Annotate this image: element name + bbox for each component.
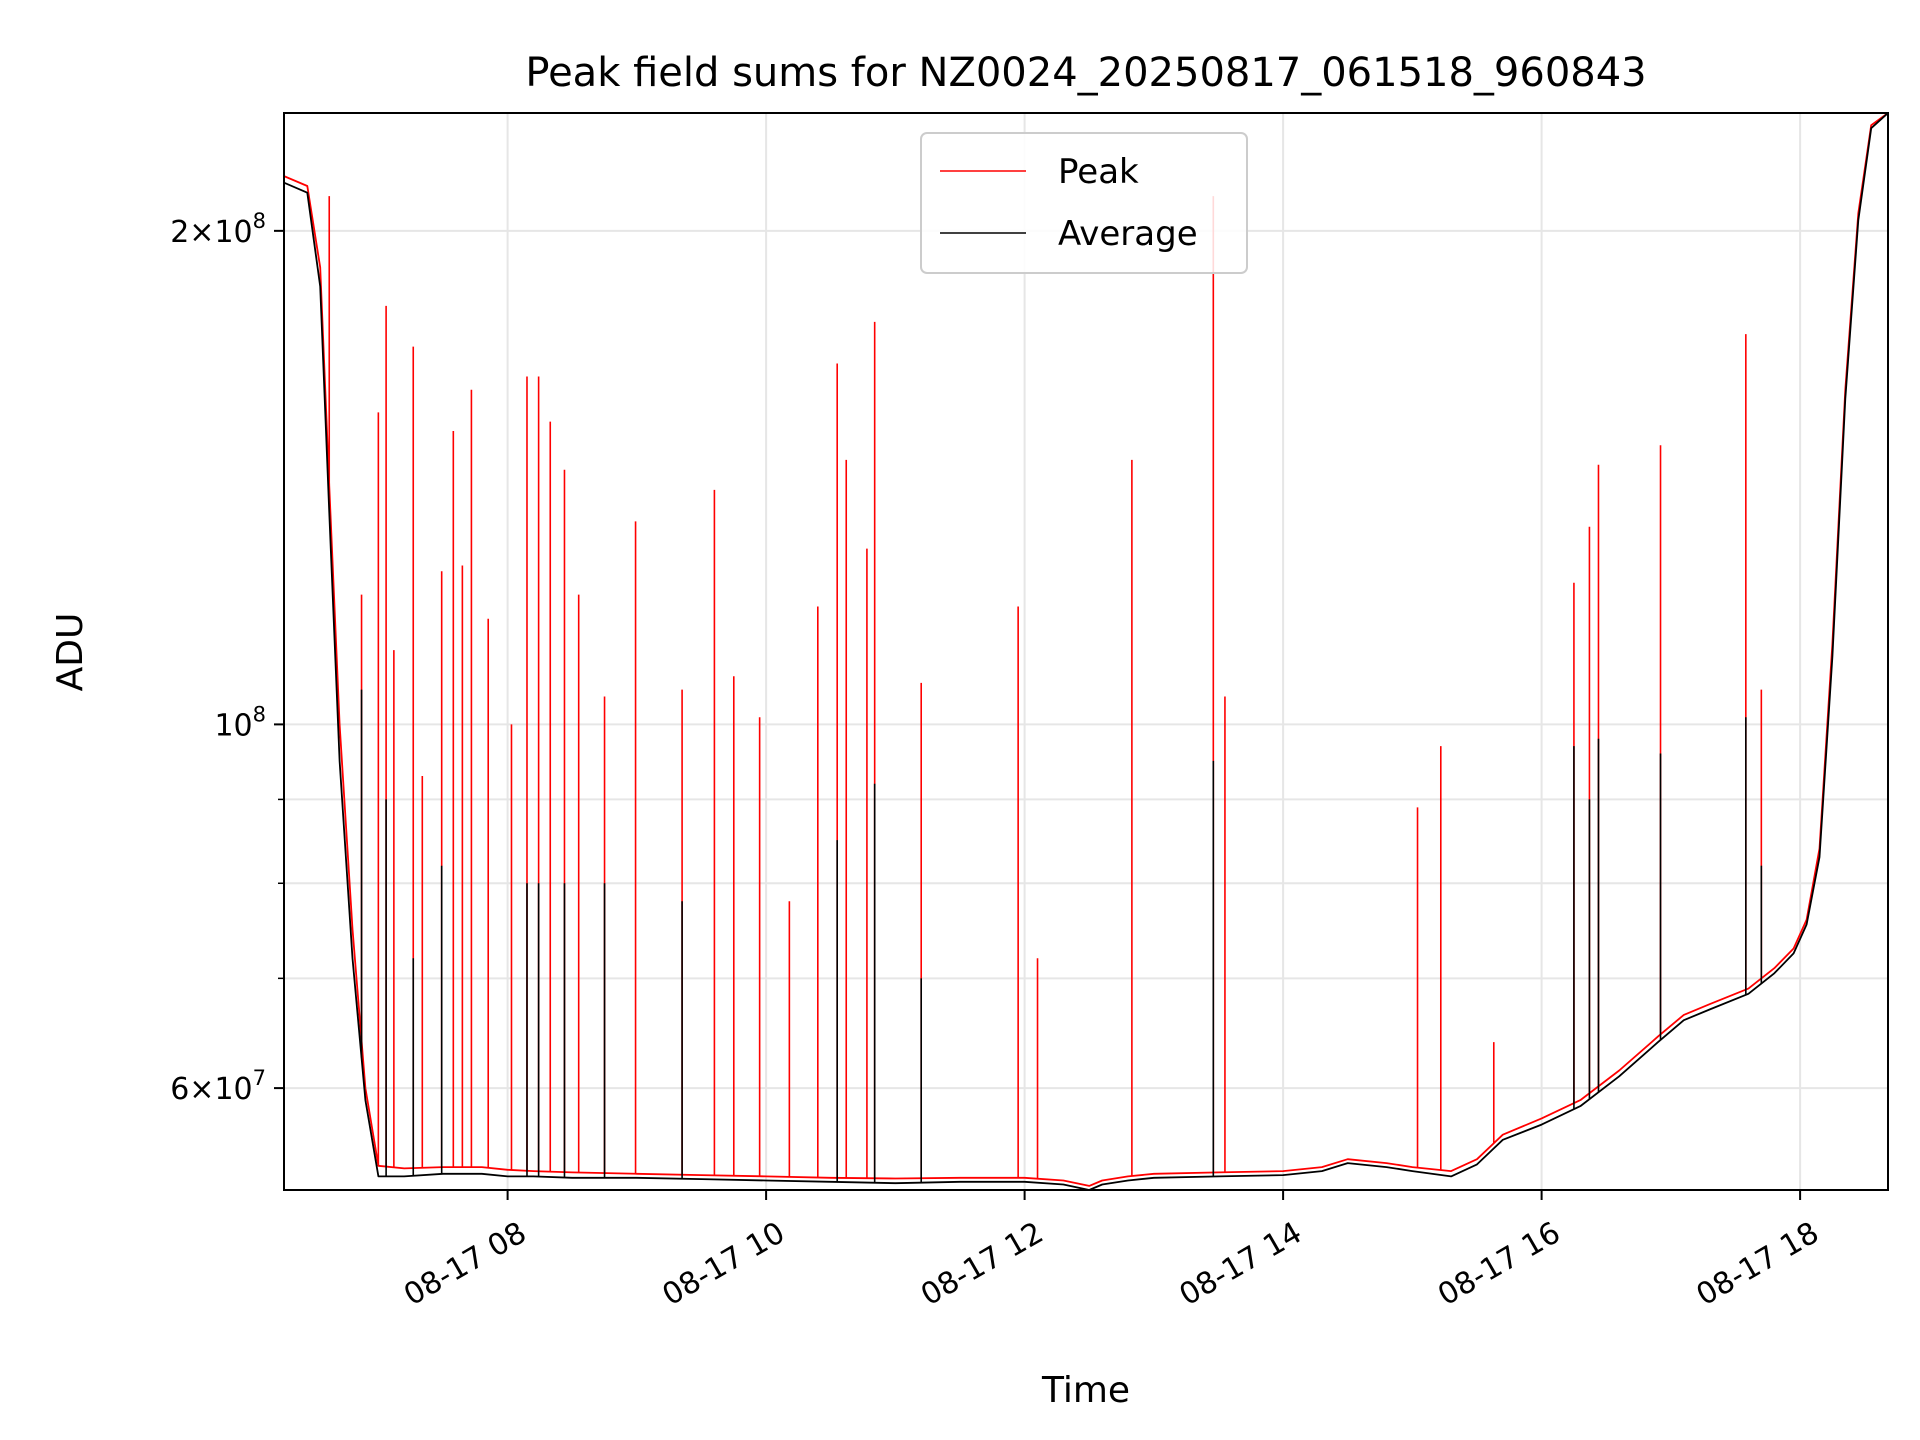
y-tick-base: 10: [214, 215, 252, 250]
y-tick-exp: 7: [253, 1066, 266, 1090]
y-tick-mantissa: 6: [170, 1072, 189, 1107]
legend: Peak Average: [920, 132, 1248, 274]
plot-frame: [283, 112, 1889, 1191]
peak-line: [284, 113, 1888, 1187]
grid: [284, 113, 1888, 1190]
y-tick-label: 108: [214, 702, 266, 743]
legend-box: [920, 132, 1248, 274]
y-axis-label: ADU: [50, 613, 91, 692]
y-tick-times: ×: [189, 215, 214, 250]
chart-title: Peak field sums for NZ0024_20250817_0615…: [525, 50, 1646, 96]
series-layer: [284, 113, 1888, 1190]
y-tick-label: 6×107: [170, 1066, 266, 1107]
y-tick-label: 2×108: [170, 209, 266, 250]
average-line: [284, 113, 1888, 1190]
y-tick-mantissa: 2: [170, 215, 189, 250]
y-tick-exp: 8: [253, 209, 266, 233]
y-tick-base: 10: [214, 1072, 252, 1107]
y-tick-exp: 8: [253, 702, 266, 726]
y-tick-times: ×: [189, 1072, 214, 1107]
legend-peak-label: Peak: [1058, 152, 1139, 192]
series-average: [284, 113, 1888, 1190]
x-axis-label: Time: [1041, 1370, 1130, 1411]
y-tick-base: 10: [214, 708, 252, 743]
legend-average-label: Average: [1058, 214, 1198, 254]
